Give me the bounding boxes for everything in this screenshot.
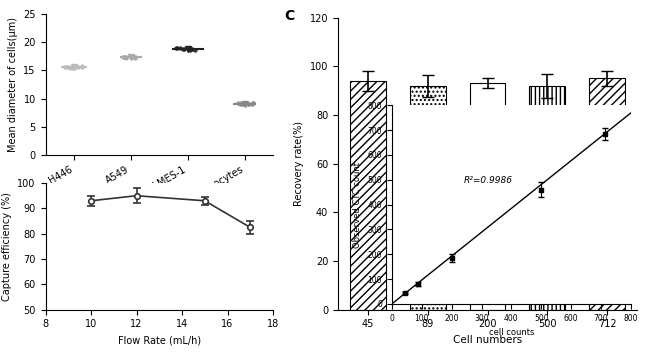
Text: C: C <box>284 9 294 23</box>
Point <box>118 55 128 60</box>
Y-axis label: Recovery rate(%): Recovery rate(%) <box>294 121 304 206</box>
Point <box>179 46 189 52</box>
Bar <box>529 86 566 310</box>
Point <box>120 55 131 60</box>
Point <box>128 55 138 60</box>
Point <box>130 55 140 60</box>
Point <box>186 46 196 51</box>
Point <box>77 63 87 69</box>
Point <box>236 100 246 106</box>
Point <box>171 45 181 51</box>
Point <box>121 54 131 60</box>
Point <box>61 64 72 70</box>
X-axis label: Cell numbers: Cell numbers <box>453 335 522 345</box>
Point <box>185 47 195 53</box>
Point <box>63 64 73 70</box>
Point <box>247 101 257 107</box>
Point <box>77 64 87 69</box>
Bar <box>410 86 446 310</box>
Point <box>242 101 253 107</box>
Point <box>233 101 244 106</box>
Point <box>64 65 75 70</box>
Point <box>120 55 131 61</box>
Point <box>177 46 188 52</box>
Y-axis label: Capture efficiency (%): Capture efficiency (%) <box>2 192 12 301</box>
Point <box>118 55 129 60</box>
Bar <box>350 81 386 310</box>
Point <box>248 101 258 106</box>
Point <box>183 46 194 52</box>
Point <box>244 101 254 106</box>
Point <box>190 47 200 53</box>
Y-axis label: Mean diameter of cells(μm): Mean diameter of cells(μm) <box>8 17 18 152</box>
Point <box>175 45 185 51</box>
Point <box>60 64 70 70</box>
Point <box>237 101 248 106</box>
Bar <box>469 83 506 310</box>
Point <box>130 55 140 60</box>
Point <box>187 46 197 52</box>
Bar <box>589 78 625 310</box>
Point <box>69 64 79 69</box>
X-axis label: Flow Rate (mL/h): Flow Rate (mL/h) <box>118 335 201 345</box>
Point <box>237 101 248 107</box>
Point <box>248 101 258 106</box>
Point <box>70 64 80 70</box>
Point <box>68 65 78 70</box>
Point <box>172 46 182 51</box>
Point <box>130 54 140 60</box>
Point <box>73 64 83 70</box>
Point <box>235 101 245 106</box>
Point <box>125 55 136 60</box>
